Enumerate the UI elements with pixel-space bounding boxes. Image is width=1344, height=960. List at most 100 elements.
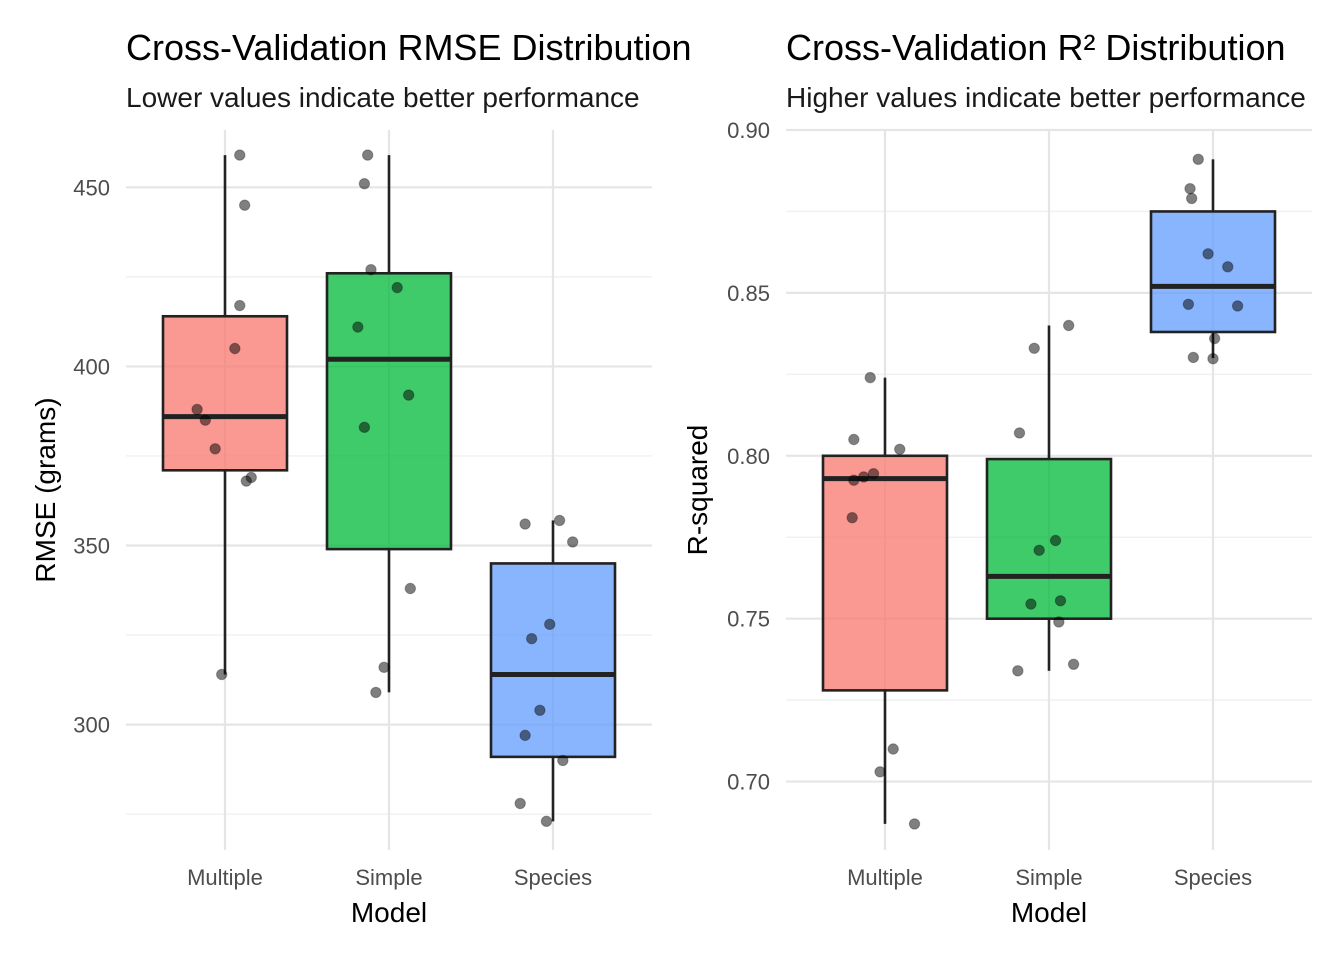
r-squared-x-tick-label: Species — [1174, 865, 1252, 890]
rmse-jitter-points — [191, 149, 579, 828]
rmse-y-tick-labels: 300 350 400 450 — [73, 175, 110, 737]
r-squared-x-axis-title: Model — [1011, 897, 1087, 928]
data-point — [848, 474, 860, 486]
data-point — [1192, 153, 1204, 166]
rmse-box-simple — [325, 155, 453, 693]
data-point — [1054, 595, 1067, 607]
data-point — [1182, 298, 1195, 310]
rmse-panel: Cross-Validation RMSE Distribution Lower… — [30, 27, 692, 928]
iqr-box — [1149, 210, 1277, 334]
data-point — [216, 668, 228, 681]
data-point — [514, 797, 526, 810]
r-squared-boxplots — [821, 153, 1277, 830]
data-point — [867, 468, 880, 480]
r-squared-box-simple — [985, 325, 1113, 671]
data-point — [378, 661, 390, 674]
data-point — [352, 321, 364, 333]
data-point — [1222, 261, 1234, 273]
iqr-box — [325, 271, 453, 551]
rmse-y-tick-label: 400 — [73, 354, 110, 379]
rmse-chart-title: Cross-Validation RMSE Distribution — [126, 27, 692, 68]
rmse-y-tick-label: 300 — [73, 713, 110, 738]
iqr-box — [161, 314, 289, 472]
data-point — [566, 536, 579, 548]
data-point — [234, 299, 246, 312]
data-point — [534, 704, 546, 716]
data-point — [1028, 342, 1040, 354]
rmse-boxplots — [161, 149, 617, 828]
rmse-box-multiple — [161, 155, 289, 675]
data-point — [238, 199, 251, 211]
rmse-x-tick-label: Simple — [355, 865, 422, 890]
rmse-y-tick-label: 350 — [73, 534, 110, 559]
data-point — [894, 443, 906, 455]
r-squared-chart-subtitle: Higher values indicate better performanc… — [786, 82, 1306, 113]
data-point — [848, 433, 860, 446]
r-squared-y-tick-label: 0.75 — [727, 607, 770, 632]
r-squared-jitter-points — [846, 153, 1244, 830]
data-point — [846, 511, 858, 524]
r-squared-y-axis-title: R-squared — [682, 425, 713, 556]
r-squared-x-tick-labels: Multiple Simple Species — [847, 865, 1252, 890]
data-point — [544, 618, 556, 631]
data-point — [1187, 351, 1200, 364]
data-point — [1013, 427, 1026, 439]
data-point — [1053, 616, 1065, 628]
data-point — [361, 149, 374, 161]
r-squared-chart-title: Cross-Validation R² Distribution — [786, 27, 1286, 68]
data-point — [540, 815, 553, 828]
r-squared-y-tick-labels: 0.70 0.75 0.80 0.85 0.90 — [727, 118, 770, 795]
data-point — [557, 754, 569, 767]
rmse-y-axis-title: RMSE (grams) — [30, 397, 61, 582]
data-point — [358, 421, 371, 434]
rmse-y-tick-label: 450 — [73, 175, 110, 200]
rmse-chart-subtitle: Lower values indicate better performance — [126, 82, 640, 113]
data-point — [234, 149, 246, 161]
rmse-x-axis-title: Model — [351, 897, 427, 928]
iqr-box — [985, 457, 1113, 620]
r-squared-y-tick-label: 0.70 — [727, 770, 770, 795]
data-point — [1184, 182, 1196, 195]
data-point — [887, 743, 899, 755]
data-point — [391, 281, 403, 294]
data-point — [553, 514, 566, 527]
data-point — [1185, 192, 1198, 205]
data-point — [908, 818, 921, 830]
data-point — [1207, 353, 1219, 365]
r-squared-box-species — [1149, 159, 1277, 359]
rmse-x-tick-label: Multiple — [187, 865, 263, 890]
data-point — [240, 475, 253, 487]
data-point — [1033, 544, 1045, 556]
data-point — [229, 342, 241, 355]
rmse-x-tick-labels: Multiple Simple Species — [187, 865, 592, 890]
rmse-box-species — [489, 520, 617, 822]
data-point — [1062, 319, 1075, 332]
data-point — [1025, 598, 1037, 610]
data-point — [519, 518, 531, 530]
data-point — [864, 371, 876, 384]
data-point — [370, 686, 382, 699]
data-point — [1012, 665, 1024, 677]
data-point — [209, 443, 221, 455]
r-squared-y-tick-label: 0.80 — [727, 444, 770, 469]
data-point — [1202, 248, 1214, 260]
data-point — [1067, 658, 1080, 670]
data-point — [358, 178, 371, 190]
data-point — [199, 414, 212, 426]
iqr-box — [821, 454, 949, 692]
data-point — [519, 729, 531, 742]
data-point — [525, 632, 538, 645]
r-squared-x-tick-label: Multiple — [847, 865, 923, 890]
data-point — [365, 264, 377, 276]
data-point — [1231, 300, 1244, 312]
r-squared-panel: Cross-Validation R² Distribution Higher … — [682, 27, 1312, 928]
r-squared-y-tick-label: 0.90 — [727, 118, 770, 143]
r-squared-x-tick-label: Simple — [1015, 865, 1082, 890]
data-point — [191, 403, 203, 416]
r-squared-y-tick-label: 0.85 — [727, 281, 770, 306]
data-point — [857, 471, 870, 483]
iqr-box — [489, 562, 617, 759]
data-point — [404, 582, 417, 595]
data-point — [1208, 332, 1221, 345]
